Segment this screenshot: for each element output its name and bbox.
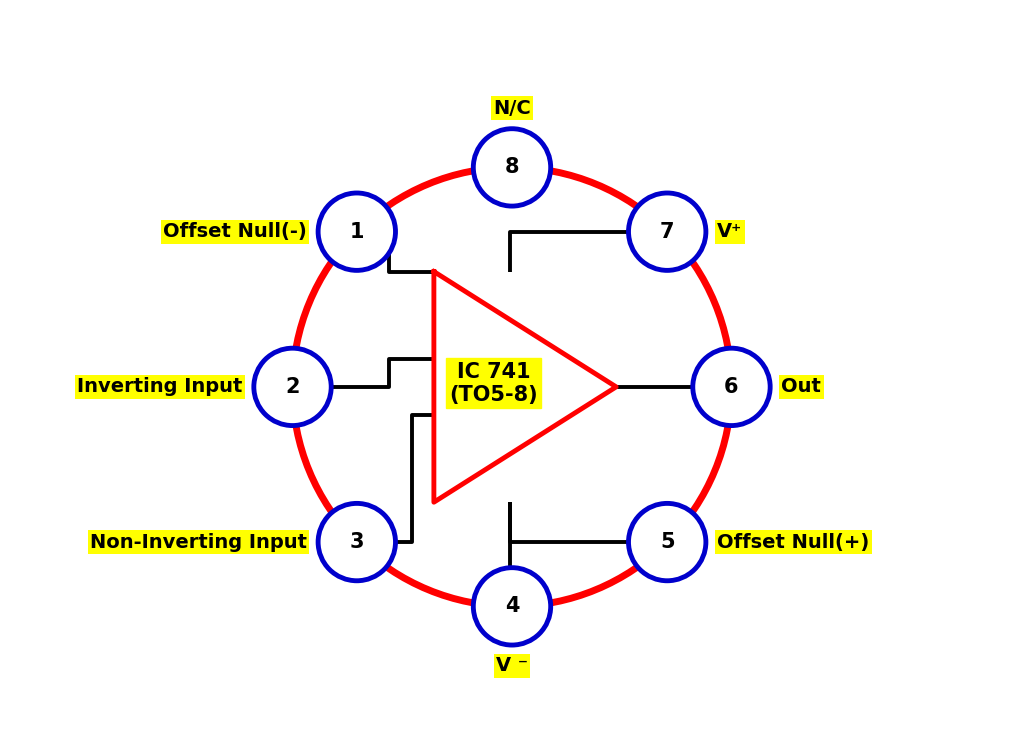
Circle shape bbox=[254, 348, 331, 426]
Text: 1: 1 bbox=[349, 222, 365, 242]
Circle shape bbox=[318, 504, 395, 581]
Circle shape bbox=[629, 193, 706, 270]
Text: 5: 5 bbox=[659, 532, 675, 552]
Circle shape bbox=[473, 568, 551, 645]
Text: IC 741
(TO5-8): IC 741 (TO5-8) bbox=[450, 362, 538, 405]
Text: 8: 8 bbox=[505, 158, 519, 177]
Text: Non-Inverting Input: Non-Inverting Input bbox=[90, 533, 307, 551]
Circle shape bbox=[629, 504, 706, 581]
Circle shape bbox=[318, 193, 395, 270]
Circle shape bbox=[473, 129, 551, 206]
Text: 2: 2 bbox=[286, 377, 300, 397]
Text: Out: Out bbox=[781, 377, 821, 397]
Text: 3: 3 bbox=[349, 532, 365, 552]
Text: N/C: N/C bbox=[494, 98, 530, 118]
Text: Offset Null(-): Offset Null(-) bbox=[163, 222, 307, 241]
Text: 7: 7 bbox=[659, 222, 675, 242]
Text: V⁺: V⁺ bbox=[717, 222, 742, 241]
Text: Offset Null(+): Offset Null(+) bbox=[717, 533, 869, 551]
Circle shape bbox=[693, 348, 770, 426]
Text: 4: 4 bbox=[505, 597, 519, 616]
Text: V ⁻: V ⁻ bbox=[496, 656, 528, 676]
Text: 6: 6 bbox=[724, 377, 738, 397]
Text: Inverting Input: Inverting Input bbox=[77, 377, 243, 397]
